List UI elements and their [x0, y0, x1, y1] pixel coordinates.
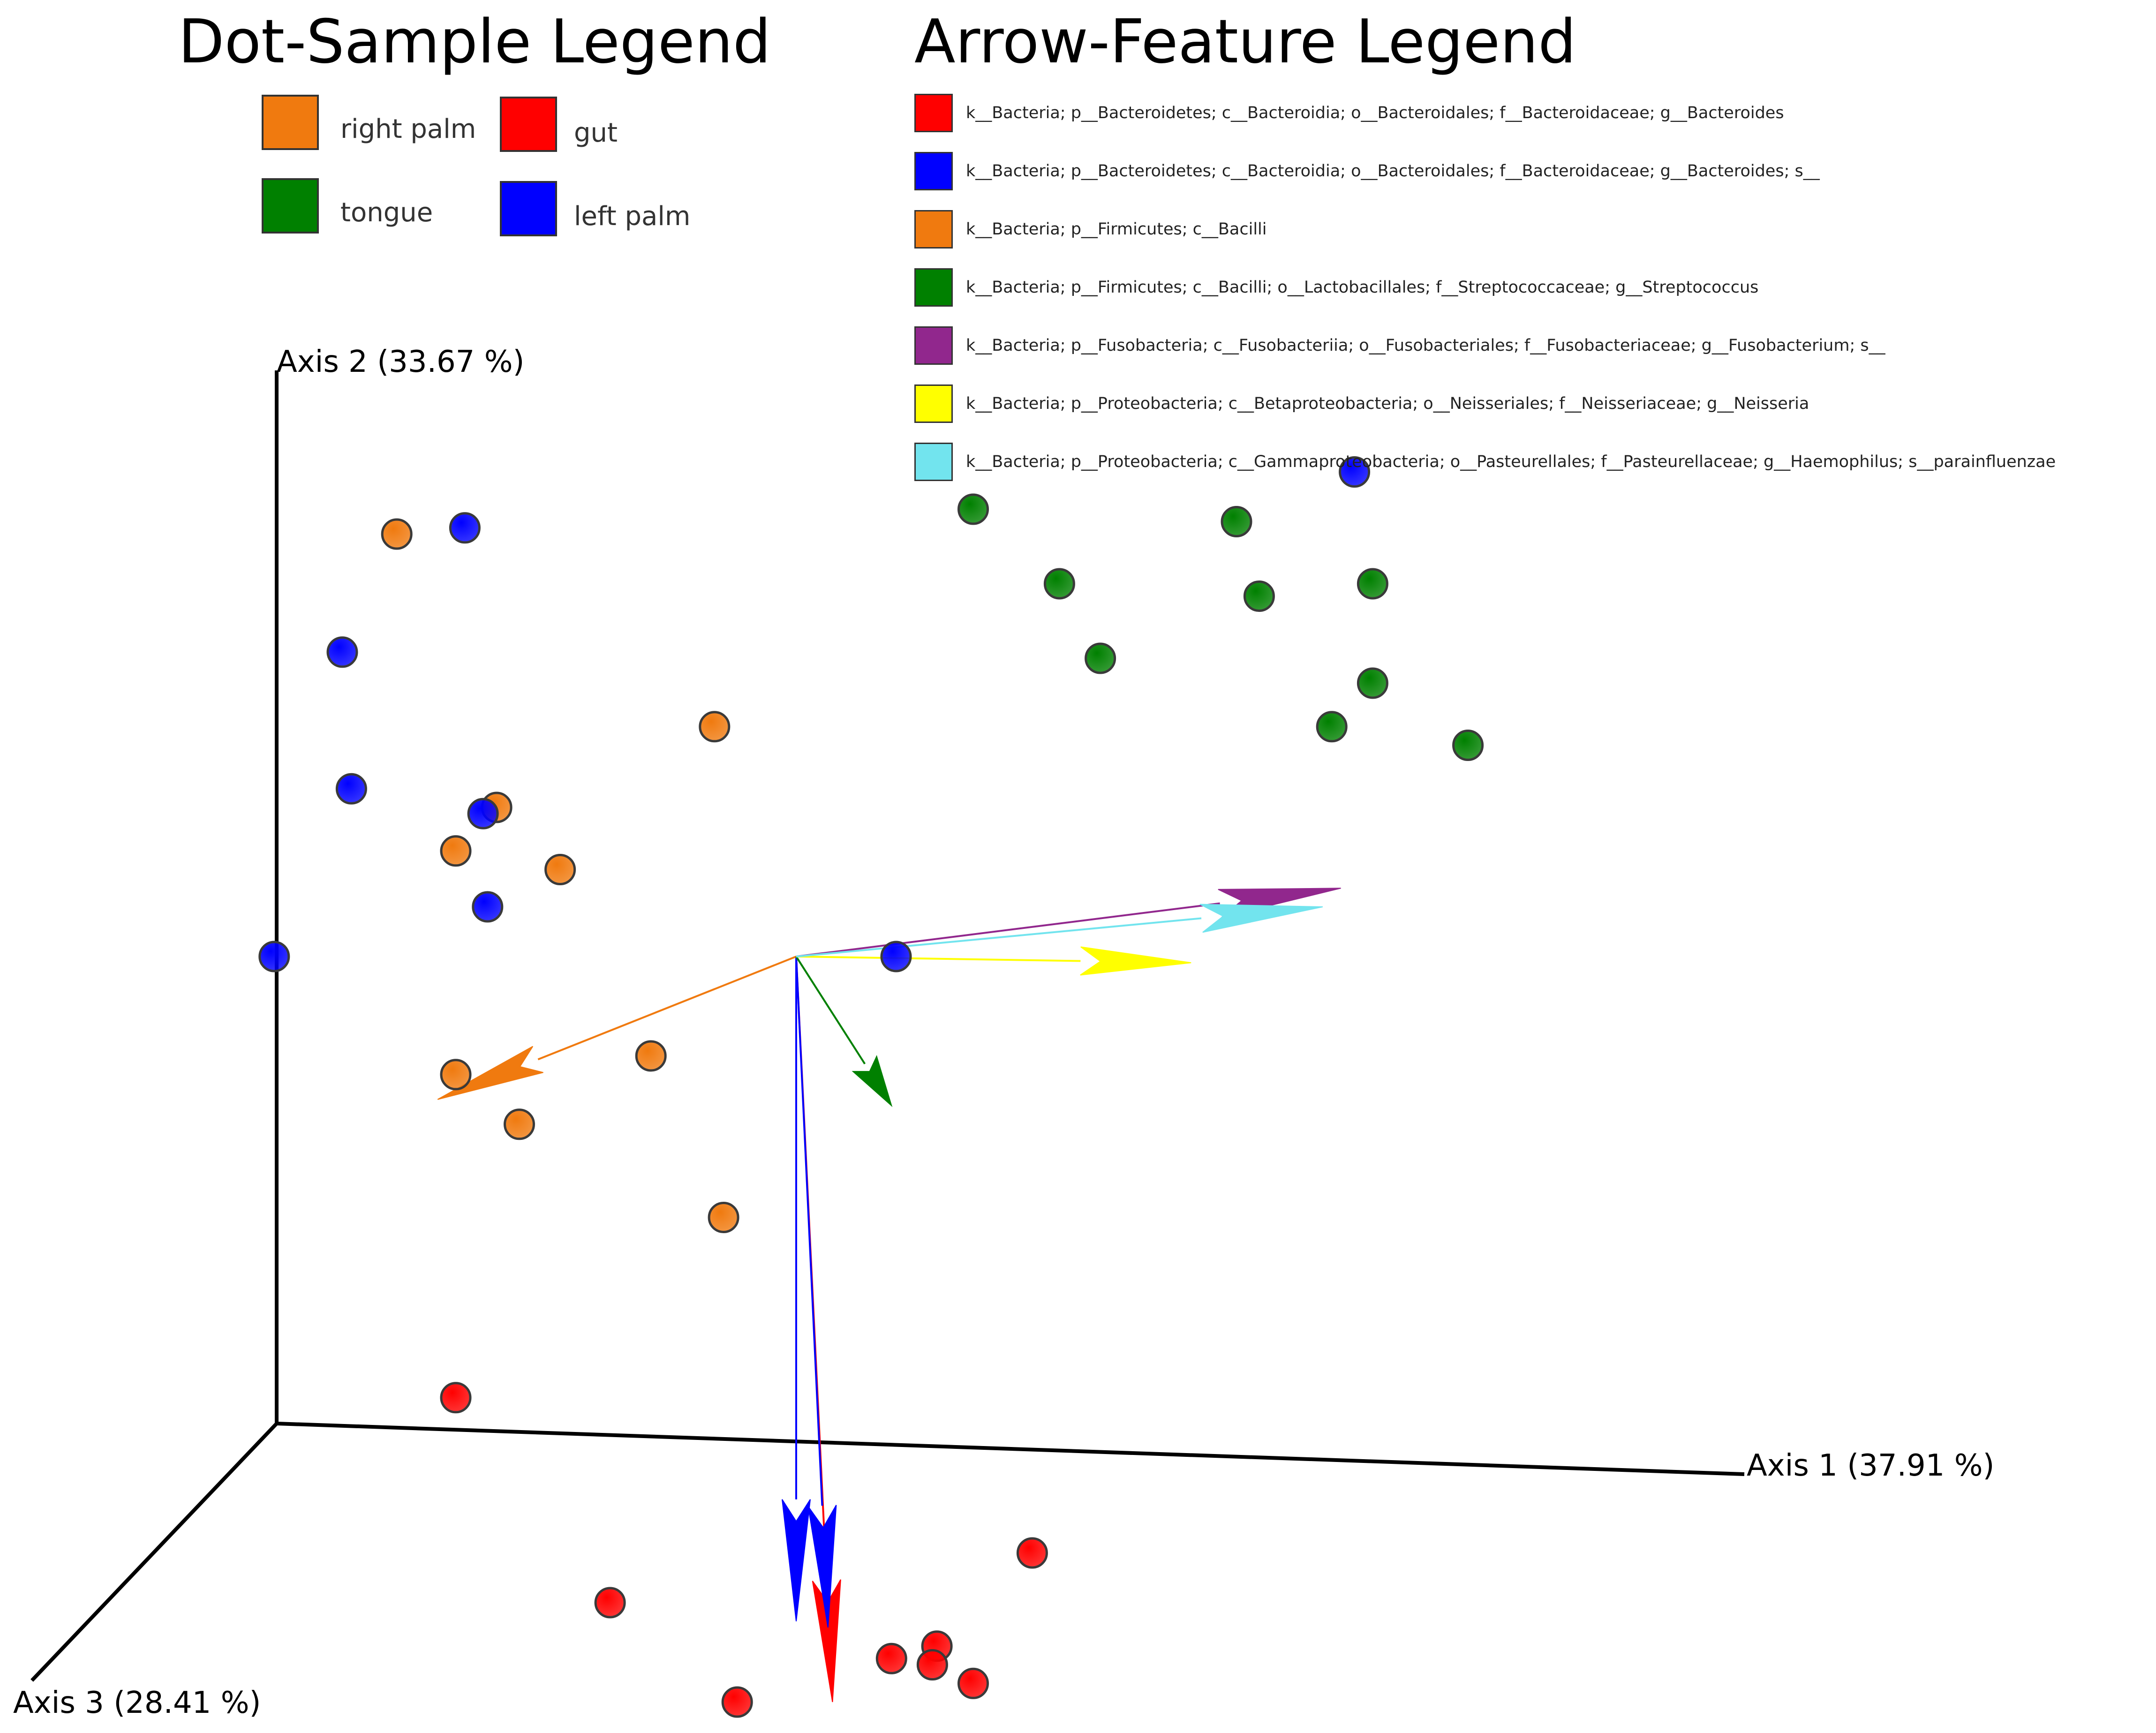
sample-point-left-palm[interactable]	[467, 798, 499, 829]
feature-legend-row-7: k__Bacteria; p__Proteobacteria; c__Gamma…	[914, 442, 2056, 482]
sample-points	[258, 456, 1484, 1718]
sample-point-tongue[interactable]	[1452, 730, 1484, 761]
axis-lines	[30, 370, 1745, 1682]
axis-1-line	[276, 1422, 1745, 1476]
sample-legend-swatch-gut	[500, 97, 557, 152]
arrow-shaft-feature-6	[796, 956, 1081, 962]
arrow-head-feature-2	[782, 1499, 811, 1621]
sample-point-gut[interactable]	[440, 1382, 472, 1414]
feature-legend-label-4: k__Bacteria; p__Firmicutes; c__Bacilli; …	[966, 278, 1759, 297]
sample-point-right-palm[interactable]	[440, 835, 472, 867]
sample-point-tongue[interactable]	[1043, 568, 1075, 600]
arrow-shaft-feature-7	[796, 917, 1202, 957]
sample-point-tongue[interactable]	[1357, 568, 1388, 600]
sample-point-left-palm[interactable]	[326, 636, 358, 668]
sample-point-gut[interactable]	[1016, 1537, 1048, 1569]
axis-1-label: Axis 1 (37.91 %)	[1747, 1448, 1995, 1483]
feature-legend-row-2: k__Bacteria; p__Bacteroidetes; c__Bacter…	[914, 151, 1820, 191]
feature-legend-label-2: k__Bacteria; p__Bacteroidetes; c__Bacter…	[966, 161, 1820, 181]
feature-legend-swatch-1	[914, 94, 953, 132]
arrow-shaft-feature-5	[796, 902, 1220, 957]
sample-point-gut[interactable]	[875, 1643, 907, 1674]
axis-2-label: Axis 2 (33.67 %)	[277, 345, 525, 379]
sample-point-right-palm[interactable]	[544, 854, 576, 885]
feature-legend-row-1: k__Bacteria; p__Bacteroidetes; c__Bacter…	[914, 93, 1784, 133]
feature-legend-label-5: k__Bacteria; p__Fusobacteria; c__Fusobac…	[966, 336, 1885, 355]
sample-point-right-palm[interactable]	[699, 711, 731, 743]
sample-legend-swatch-left-palm	[500, 181, 557, 236]
arrow-head-feature-2	[807, 1505, 837, 1628]
sample-point-gut[interactable]	[916, 1649, 948, 1680]
feature-legend-swatch-4	[914, 268, 953, 307]
sample-point-right-palm[interactable]	[504, 1108, 535, 1140]
feature-legend-swatch-7	[914, 443, 953, 481]
feature-legend-title: Arrow-Feature Legend	[914, 7, 1576, 77]
feature-legend-label-1: k__Bacteria; p__Bacteroidetes; c__Bacter…	[966, 103, 1784, 122]
arrow-shaft-feature-4	[795, 956, 866, 1065]
sample-legend-label-tongue: tongue	[340, 197, 433, 228]
sample-legend-swatch-right-palm	[262, 95, 319, 150]
arrow-shaft-feature-2	[795, 956, 823, 1506]
sample-point-right-palm[interactable]	[635, 1040, 667, 1072]
arrow-shaft-feature-3	[537, 956, 797, 1061]
arrow-head-feature-6	[1080, 946, 1191, 976]
feature-legend-row-3: k__Bacteria; p__Firmicutes; c__Bacilli	[914, 209, 1267, 249]
sample-point-gut[interactable]	[957, 1667, 989, 1699]
sample-point-gut[interactable]	[721, 1686, 753, 1718]
sample-point-tongue[interactable]	[1357, 667, 1388, 699]
feature-legend-label-7: k__Bacteria; p__Proteobacteria; c__Gamma…	[966, 452, 2056, 471]
sample-point-left-palm[interactable]	[1339, 456, 1371, 488]
feature-arrows	[437, 888, 1341, 1703]
sample-legend-title: Dot-Sample Legend	[178, 7, 771, 77]
sample-legend-label-gut: gut	[574, 118, 618, 148]
sample-point-tongue[interactable]	[957, 493, 989, 525]
arrow-head-feature-4	[852, 1055, 893, 1108]
sample-point-tongue[interactable]	[1221, 506, 1252, 537]
sample-point-tongue[interactable]	[1243, 580, 1275, 612]
sample-point-right-palm[interactable]	[440, 1059, 472, 1091]
feature-legend-swatch-2	[914, 152, 953, 190]
feature-legend-row-5: k__Bacteria; p__Fusobacteria; c__Fusobac…	[914, 325, 1885, 366]
sample-point-gut[interactable]	[594, 1587, 626, 1619]
sample-legend-label-left-palm: left palm	[574, 201, 691, 232]
axis-3-label: Axis 3 (28.41 %)	[13, 1686, 261, 1720]
axis-3-line	[30, 1422, 278, 1682]
feature-legend-row-6: k__Bacteria; p__Proteobacteria; c__Betap…	[914, 384, 1809, 424]
sample-point-tongue[interactable]	[1085, 642, 1116, 674]
sample-point-right-palm[interactable]	[381, 518, 413, 550]
sample-point-right-palm[interactable]	[708, 1202, 739, 1233]
feature-legend-swatch-3	[914, 210, 953, 249]
arrow-head-feature-7	[1199, 904, 1323, 933]
sample-legend-swatch-tongue	[262, 178, 319, 234]
sample-point-left-palm[interactable]	[335, 773, 367, 805]
sample-point-left-palm[interactable]	[449, 512, 481, 544]
sample-point-left-palm[interactable]	[472, 891, 504, 923]
feature-legend-label-3: k__Bacteria; p__Firmicutes; c__Bacilli	[966, 219, 1267, 239]
sample-legend-label-right-palm: right palm	[340, 114, 476, 144]
sample-point-left-palm[interactable]	[258, 941, 290, 972]
feature-legend-swatch-5	[914, 326, 953, 365]
sample-point-tongue[interactable]	[1316, 711, 1348, 743]
sample-point-left-palm[interactable]	[880, 941, 912, 972]
feature-legend-swatch-6	[914, 384, 953, 423]
feature-legend-label-6: k__Bacteria; p__Proteobacteria; c__Betap…	[966, 394, 1809, 413]
feature-legend-row-4: k__Bacteria; p__Firmicutes; c__Bacilli; …	[914, 267, 1758, 308]
